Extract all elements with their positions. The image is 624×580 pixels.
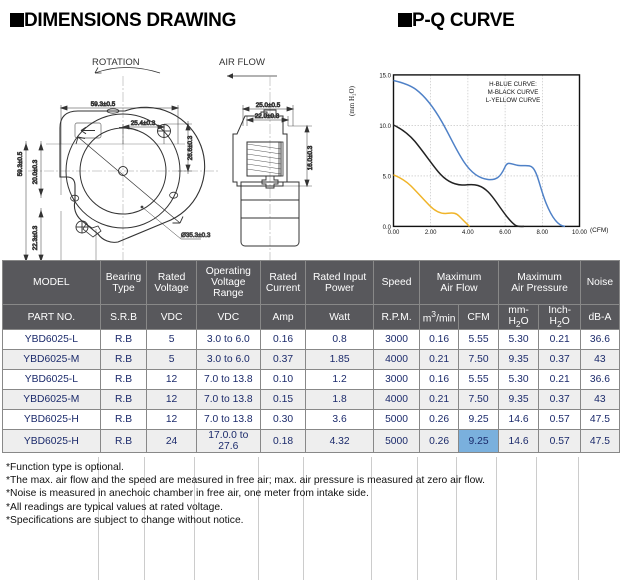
svg-text:5.0: 5.0 (383, 175, 392, 181)
svg-text:L-YELLOW CURVE: L-YELLOW CURVE (486, 97, 541, 104)
svg-text:10.00: 10.00 (572, 230, 588, 236)
svg-text:8.00: 8.00 (536, 230, 548, 236)
svg-text:25.4±0.3: 25.4±0.3 (131, 120, 156, 127)
svg-text:2.00: 2.00 (425, 230, 437, 236)
svg-text:15.0: 15.0 (379, 74, 391, 80)
svg-text:H-BLUE CURVE:: H-BLUE CURVE: (489, 81, 537, 88)
svg-text:4.00: 4.00 (462, 230, 474, 236)
svg-text:59.3±0.5: 59.3±0.5 (17, 151, 24, 176)
svg-text:M-BLACK CURVE: M-BLACK CURVE (488, 89, 539, 96)
svg-text:16.0±0.3: 16.0±0.3 (307, 145, 314, 170)
svg-text:0.00: 0.00 (388, 230, 400, 236)
svg-text:(CFM): (CFM) (590, 227, 608, 234)
svg-text:25.0±0.5: 25.0±0.5 (256, 102, 281, 109)
svg-text:6.00: 6.00 (499, 230, 511, 236)
svg-text:22.3±0.3: 22.3±0.3 (32, 225, 39, 250)
svg-text:20.0±0.3: 20.0±0.3 (32, 159, 39, 184)
svg-text:10.0: 10.0 (379, 124, 391, 130)
svg-text:22.0±0.3: 22.0±0.3 (255, 113, 280, 120)
svg-text:59.3±0.5: 59.3±0.5 (91, 101, 116, 108)
svg-text:26.6±0.3: 26.6±0.3 (187, 135, 194, 160)
svg-text:Ø35.3±0.3: Ø35.3±0.3 (181, 232, 211, 239)
